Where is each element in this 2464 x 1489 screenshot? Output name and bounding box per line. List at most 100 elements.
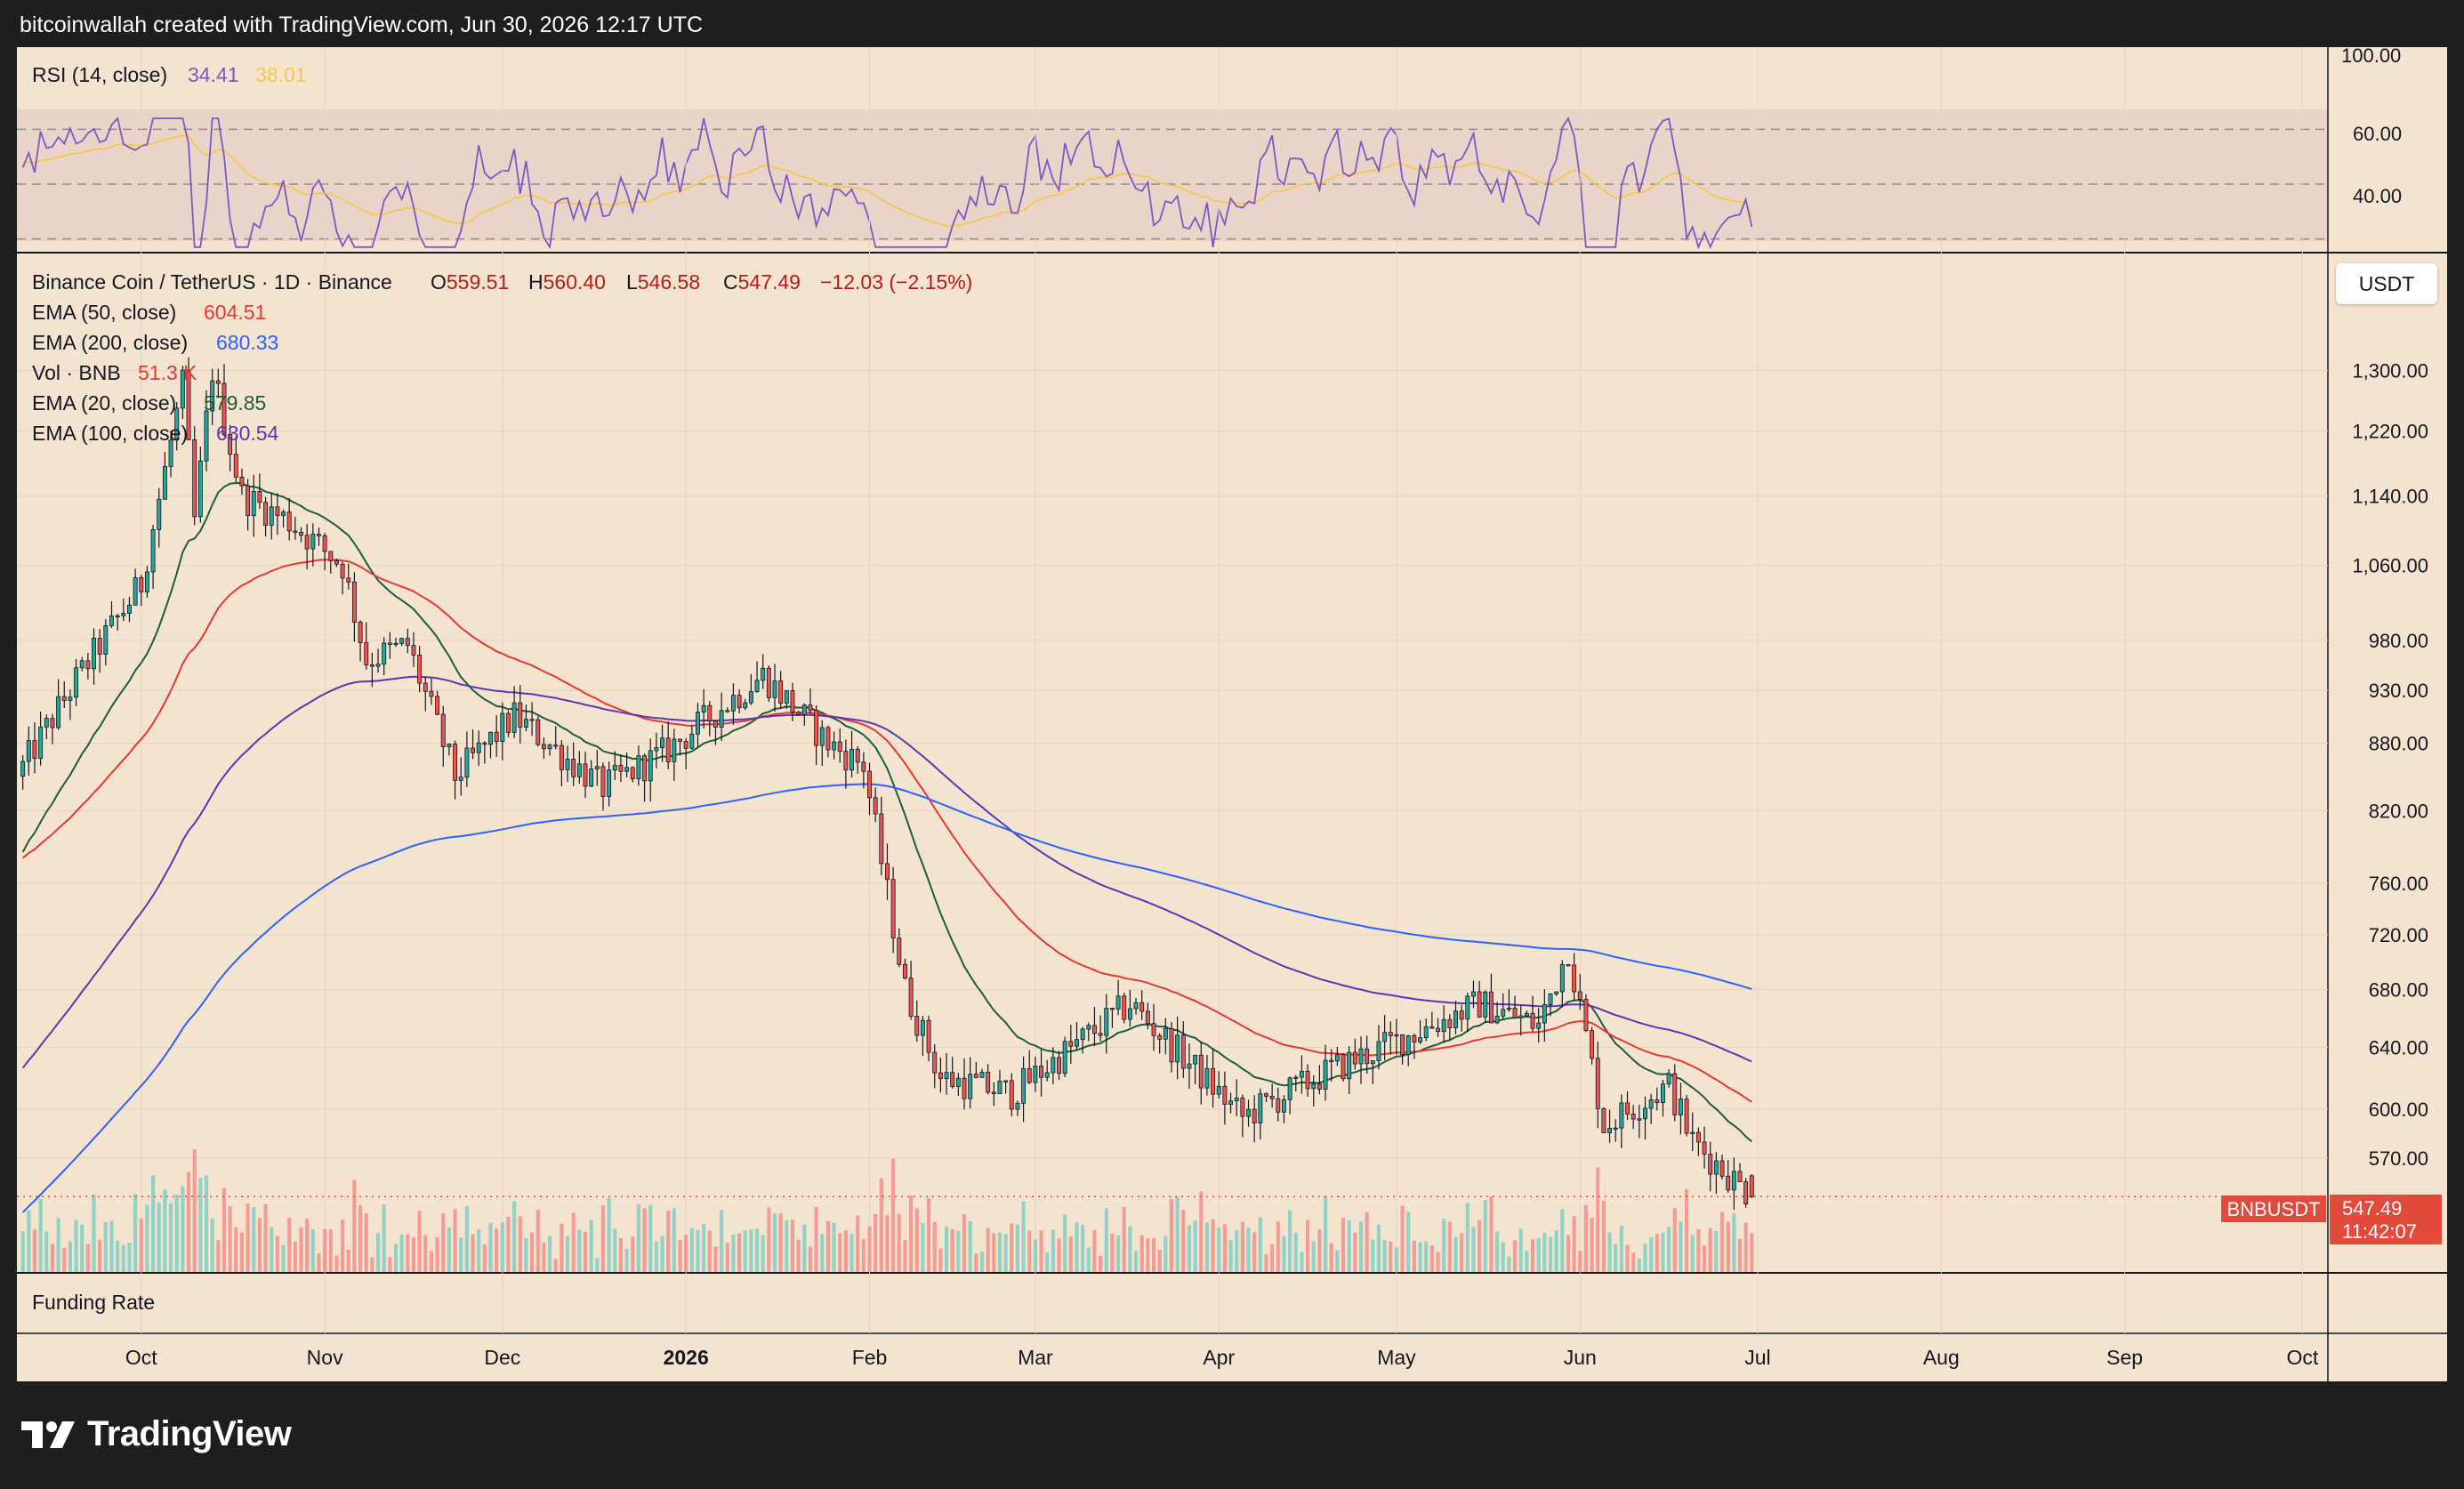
candle-body <box>221 382 227 435</box>
volume-bar <box>1661 1233 1665 1272</box>
volume-bar <box>802 1224 807 1272</box>
volume-bar <box>1578 1250 1582 1272</box>
candle-body <box>879 813 884 865</box>
volume-bar <box>1181 1210 1186 1272</box>
candle-body <box>197 460 203 518</box>
candle-body <box>150 529 156 573</box>
volume-bar <box>1122 1206 1126 1272</box>
candle-body <box>1145 1010 1150 1025</box>
volume-bar <box>246 1203 250 1272</box>
volume-bar <box>423 1235 428 1272</box>
volume-bar <box>411 1237 416 1272</box>
candle-body <box>1151 1023 1156 1036</box>
candle-body <box>458 777 463 781</box>
volume-bar <box>642 1208 647 1272</box>
candle-body <box>293 530 298 533</box>
volume-bar <box>1045 1252 1050 1272</box>
candle-body <box>1672 1073 1678 1115</box>
price-axis[interactable]: 1,300.00 1,220.00 1,140.00 1,060.00 980.00 93… <box>2352 359 2428 1170</box>
funding-rate-label[interactable]: Funding Rate <box>32 1291 155 1314</box>
volume-bar <box>1116 1235 1121 1272</box>
volume-legend-label[interactable]: Vol · BNB <box>32 361 121 384</box>
candle-body <box>1039 1066 1044 1078</box>
time-tick-label: Oct <box>125 1346 157 1369</box>
candle-body <box>1104 1008 1109 1036</box>
candle-body <box>310 534 316 550</box>
volume-bar <box>393 1244 399 1272</box>
candle-body <box>612 764 617 771</box>
volume-bar <box>986 1227 990 1272</box>
volume-bar <box>68 1241 72 1272</box>
candle-body <box>1003 1080 1009 1083</box>
candle-body <box>44 718 49 728</box>
volume-bar <box>754 1228 760 1272</box>
rsi-tick: 100.00 <box>2341 44 2401 67</box>
candle-body <box>920 1019 925 1036</box>
candle-body <box>1613 1127 1618 1131</box>
volume-bar <box>672 1208 676 1272</box>
volume-bar <box>1625 1244 1630 1272</box>
ema50-legend-label[interactable]: EMA (50, close) <box>32 301 176 324</box>
candle-body <box>168 439 173 467</box>
volume-legend-value: 51.3 K <box>138 361 197 384</box>
volume-bar <box>506 1216 511 1272</box>
volume-bar <box>1169 1199 1174 1272</box>
symbol-title[interactable]: Binance Coin / TetherUS · 1D · Binance <box>32 270 392 294</box>
volume-bar <box>796 1239 801 1272</box>
volume-bar <box>1282 1235 1286 1272</box>
candle-body <box>38 726 44 760</box>
rsi-levels <box>17 128 2328 240</box>
price-tick-label: 640.00 <box>2369 1037 2428 1059</box>
ema200-legend-label[interactable]: EMA (200, close) <box>32 331 188 354</box>
candle-body <box>873 797 878 815</box>
ohlc-open-label: O <box>431 270 447 294</box>
candle-body <box>317 534 321 536</box>
time-tick-label: Sep <box>2106 1346 2143 1369</box>
ema20-legend-label[interactable]: EMA (20, close) <box>32 391 176 415</box>
volume-bar <box>157 1203 161 1272</box>
candle-body <box>962 1077 967 1099</box>
ema100-legend-label[interactable]: EMA (100, close) <box>32 422 188 445</box>
candle-body <box>92 637 96 670</box>
price-tick-label: 980.00 <box>2369 630 2428 652</box>
candle-body <box>648 750 653 782</box>
candle-body <box>1394 1034 1399 1037</box>
candle-body <box>1637 1118 1642 1121</box>
candle-body <box>174 407 180 441</box>
candle-body <box>701 704 706 712</box>
volume-bar <box>441 1212 446 1272</box>
candle-body <box>986 1071 991 1093</box>
candle-body <box>85 660 91 670</box>
candle-body <box>1311 1083 1317 1090</box>
candle-body <box>20 761 26 777</box>
volume-bar <box>1614 1244 1618 1272</box>
volume-bar <box>1389 1242 1393 1272</box>
volume-bar <box>1429 1245 1434 1272</box>
candle-body <box>1293 1076 1299 1080</box>
candle-body <box>547 744 552 750</box>
time-tick-label: Oct <box>2286 1346 2318 1369</box>
currency-button[interactable]: USDT <box>2336 263 2437 304</box>
volume-bar <box>358 1204 363 1272</box>
volume-bar <box>1655 1234 1659 1272</box>
candle-body <box>642 755 648 782</box>
candle-body <box>180 369 185 409</box>
volume-bar <box>1418 1242 1422 1272</box>
candle-body <box>1749 1175 1754 1197</box>
candle-body <box>417 654 423 684</box>
candle-body <box>1015 1102 1020 1110</box>
volume-bar <box>921 1223 925 1272</box>
candle-body <box>541 744 546 750</box>
candle-body <box>1157 1034 1163 1040</box>
candle-body <box>1595 1058 1600 1109</box>
time-axis[interactable]: Oct Nov Dec 2026 Feb Mar Apr May Jun Jul Aug Sep Oct <box>125 1346 2319 1369</box>
volume-bar <box>1252 1232 1257 1272</box>
price-tick-label: 1,140.00 <box>2352 485 2428 507</box>
candle-body <box>364 642 369 665</box>
candle-body <box>672 738 677 762</box>
candle-body <box>1506 1007 1511 1010</box>
volume-bar <box>1104 1208 1108 1272</box>
volume-bar <box>1371 1239 1375 1272</box>
candle-body <box>358 622 363 643</box>
